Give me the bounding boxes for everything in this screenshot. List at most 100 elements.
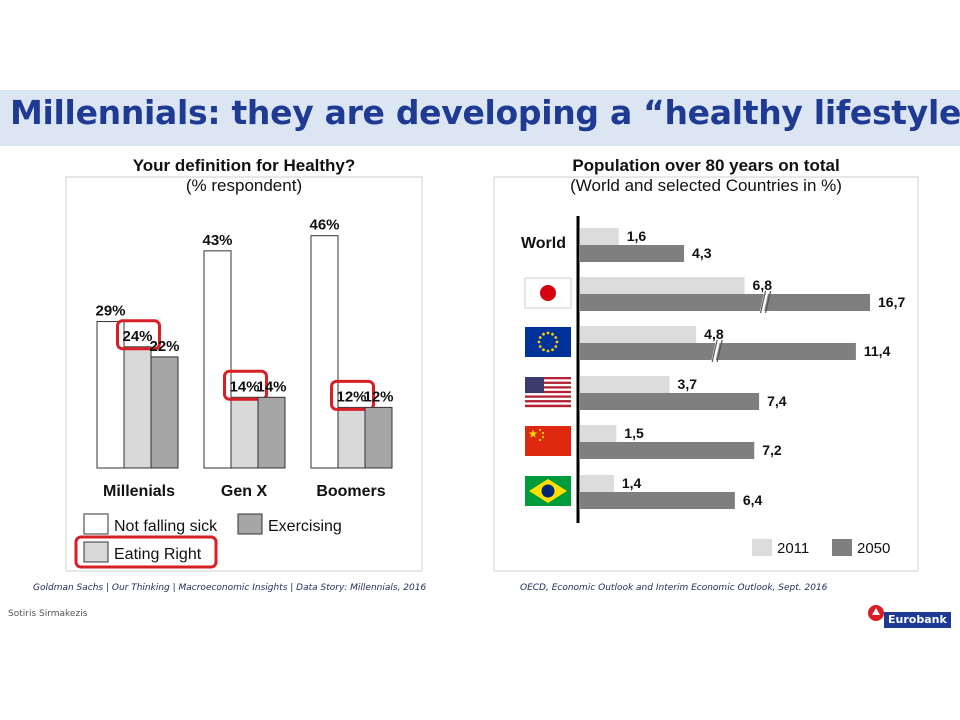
- left-chart-title-block: Your definition for Healthy? (% responde…: [66, 156, 422, 196]
- bar-2050-china: [580, 442, 755, 459]
- bar-2050-united-states: [580, 393, 760, 410]
- bar-2050-world: [580, 245, 685, 262]
- data-label: 46%: [309, 217, 339, 234]
- flag-star: [554, 345, 558, 348]
- flag-stripe: [525, 393, 571, 396]
- data-label: 7,4: [767, 393, 787, 409]
- flag-sun: [540, 285, 556, 301]
- bar-2011-world: [580, 228, 619, 245]
- bar-not-falling-sick-boomers: [310, 235, 339, 469]
- bar-eating-right-gen-x: [230, 396, 259, 469]
- bar-not-falling-sick-gen-x: [203, 250, 232, 469]
- flag-star: [538, 345, 542, 348]
- eurobank-logo-text: Eurobank: [884, 612, 951, 628]
- data-label: 43%: [202, 232, 232, 249]
- axis-break: [759, 290, 767, 314]
- flag-stripe: [525, 386, 571, 389]
- flag-star: [554, 336, 558, 339]
- flag-star: [551, 332, 554, 336]
- flag-star: [538, 438, 542, 442]
- eu-flag: [525, 327, 571, 357]
- category-label: Gen X: [221, 483, 268, 500]
- bar-2011-european-union: [580, 326, 697, 343]
- flag-stripe: [525, 383, 571, 387]
- flag-field: [525, 426, 571, 456]
- flag-star: [537, 340, 541, 344]
- legend-label: 2050: [857, 540, 890, 557]
- bar-2050-japan: [580, 294, 870, 311]
- axis-break: [764, 290, 772, 314]
- bar-exercising-gen-x: [257, 396, 286, 469]
- bar-2011-united-states: [580, 376, 670, 393]
- flag-star: [546, 349, 550, 353]
- legend-swatch: [83, 513, 109, 535]
- author-name: Sotiris Sirmakezis: [8, 609, 88, 619]
- bar-eating-right-boomers: [337, 406, 366, 469]
- legend-highlight-box: [74, 535, 218, 569]
- flag-stripe: [525, 397, 571, 401]
- flag-star: [528, 429, 538, 438]
- left-chart-title: Your definition for Healthy?: [132, 156, 356, 175]
- flag-star: [538, 336, 542, 339]
- legend-label: Eating Right: [114, 546, 202, 563]
- legend-swatch: [832, 539, 852, 556]
- data-label: 1,5: [624, 425, 644, 441]
- flag-star: [538, 428, 542, 432]
- bar-exercising-millenials: [150, 356, 179, 469]
- data-label: 14%: [256, 378, 286, 395]
- flag-star: [542, 332, 545, 336]
- data-label: 24%: [122, 328, 152, 345]
- data-label: 11,4: [864, 343, 891, 359]
- axis-break: [711, 339, 721, 363]
- legend-label: 2011: [777, 540, 809, 557]
- legend-label: Exercising: [268, 518, 342, 535]
- bar-2011-china: [580, 425, 617, 442]
- title-band: [0, 90, 960, 146]
- flag-stripe: [525, 390, 571, 394]
- axis-break: [711, 339, 718, 363]
- left-chart-subtitle: (% respondent): [185, 176, 303, 195]
- flag-star: [542, 348, 545, 352]
- flag-star: [546, 331, 550, 335]
- data-label: 12%: [336, 388, 366, 405]
- japan-flag: [524, 277, 572, 309]
- data-label: 12%: [363, 388, 393, 405]
- flag-star: [541, 431, 545, 435]
- category-label: World: [521, 235, 566, 252]
- highlight-box: [223, 369, 268, 401]
- page-title: Millennials: they are developing a “heal…: [10, 93, 960, 132]
- data-label: 22%: [149, 338, 179, 355]
- data-label: 16,7: [878, 294, 905, 310]
- highlight-box: [116, 319, 161, 351]
- bar-2050-brazil: [580, 492, 735, 509]
- axis-break: [759, 290, 769, 314]
- data-label: 6,8: [753, 277, 773, 293]
- bar-exercising-boomers: [364, 406, 393, 469]
- flag-stripe: [525, 377, 571, 380]
- bar-2050-european-union: [580, 343, 856, 360]
- flag-stripe: [525, 395, 571, 398]
- left-source: Goldman Sachs | Our Thinking | Macroecon…: [33, 583, 427, 593]
- data-label: 4,3: [692, 245, 712, 261]
- right-chart-title-block: Population over 80 years on total (World…: [494, 156, 918, 196]
- axis-break: [716, 339, 723, 363]
- legend-label: Not falling sick: [114, 518, 218, 535]
- right-source: OECD, Economic Outlook and Interim Econo…: [520, 583, 828, 593]
- flag-field: [525, 327, 571, 357]
- flag-stripe: [525, 402, 571, 405]
- data-label: 1,4: [622, 475, 642, 491]
- flag-star: [551, 348, 554, 352]
- brazil-flag: [525, 476, 571, 506]
- flag-globe: [541, 484, 555, 498]
- category-label: Boomers: [316, 483, 385, 500]
- data-label: 3,7: [678, 376, 698, 392]
- right-chart-subtitle: (World and selected Countries in %): [570, 176, 842, 195]
- highlight-box: [330, 379, 375, 411]
- flag-stripe: [525, 381, 571, 385]
- flag-star: [541, 435, 545, 439]
- legend-swatch: [83, 541, 109, 563]
- data-label: 14%: [229, 378, 259, 395]
- data-label: 29%: [95, 303, 125, 320]
